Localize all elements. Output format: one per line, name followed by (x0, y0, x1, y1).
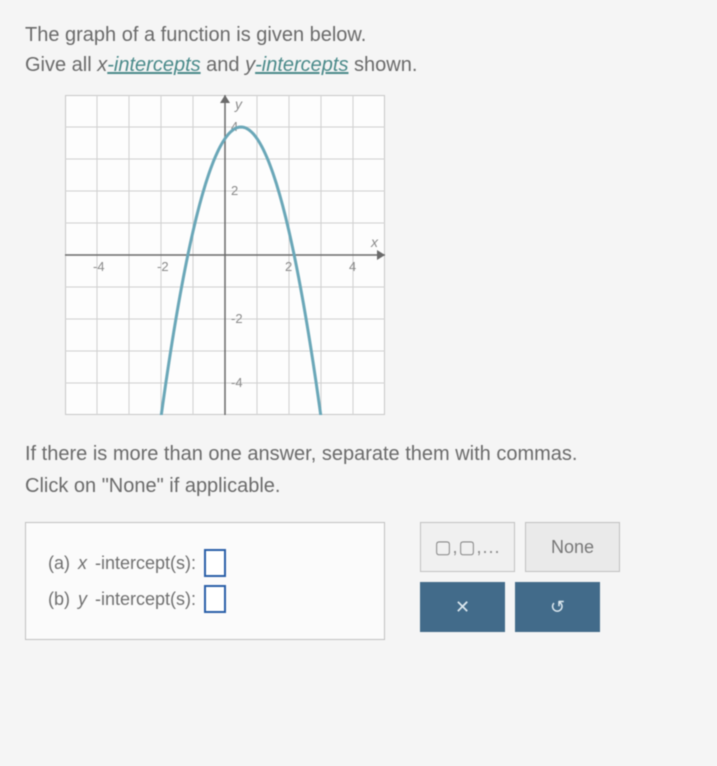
chart-container: -4-224-4-224yx (65, 95, 692, 420)
q2-xvar: x (97, 54, 107, 76)
none-button[interactable]: None (525, 522, 620, 572)
answer-panel: (a) x -intercept(s): (b) y -intercept(s)… (25, 522, 385, 640)
keypad: ▢,▢,... None ✕ ↺ (420, 522, 620, 632)
answer-b-var: y (78, 589, 87, 610)
answer-b-row: (b) y -intercept(s): (48, 585, 362, 613)
svg-text:2: 2 (231, 183, 238, 198)
undo-button[interactable]: ↺ (515, 582, 600, 632)
q2-pre: Give all (25, 54, 97, 76)
x-intercepts-link[interactable]: -intercepts (107, 54, 200, 76)
instructions-block: If there is more than one answer, separa… (25, 438, 692, 502)
q2-post: shown. (348, 54, 417, 76)
svg-text:-2: -2 (157, 259, 169, 274)
parabola-chart: -4-224-4-224yx (65, 95, 385, 415)
answer-a-label: -intercept(s): (95, 553, 196, 574)
y-intercept-input[interactable] (204, 585, 226, 613)
answer-a-var: x (78, 553, 87, 574)
y-intercepts-link[interactable]: -intercepts (255, 54, 348, 76)
x-intercept-input[interactable] (204, 549, 226, 577)
question-line-1: The graph of a function is given below. (25, 20, 692, 50)
instructions-line-2: Click on "None" if applicable. (25, 470, 692, 502)
question-line-2: Give all x-intercepts and y-intercepts s… (25, 50, 692, 80)
svg-text:-2: -2 (231, 311, 243, 326)
q2-mid: and (201, 54, 245, 76)
svg-text:4: 4 (349, 259, 356, 274)
instructions-line-1: If there is more than one answer, separa… (25, 438, 692, 470)
q2-yvar: y (245, 54, 255, 76)
list-template-button[interactable]: ▢,▢,... (420, 522, 515, 572)
answer-b-label: -intercept(s): (95, 589, 196, 610)
svg-text:2: 2 (285, 259, 292, 274)
svg-text:-4: -4 (93, 259, 105, 274)
answer-a-row: (a) x -intercept(s): (48, 549, 362, 577)
svg-text:x: x (370, 234, 379, 250)
answer-b-prefix: (b) (48, 589, 70, 610)
clear-button[interactable]: ✕ (420, 582, 505, 632)
svg-text:-4: -4 (231, 375, 243, 390)
svg-text:y: y (234, 96, 243, 112)
question-block: The graph of a function is given below. … (25, 20, 692, 80)
answer-a-prefix: (a) (48, 553, 70, 574)
